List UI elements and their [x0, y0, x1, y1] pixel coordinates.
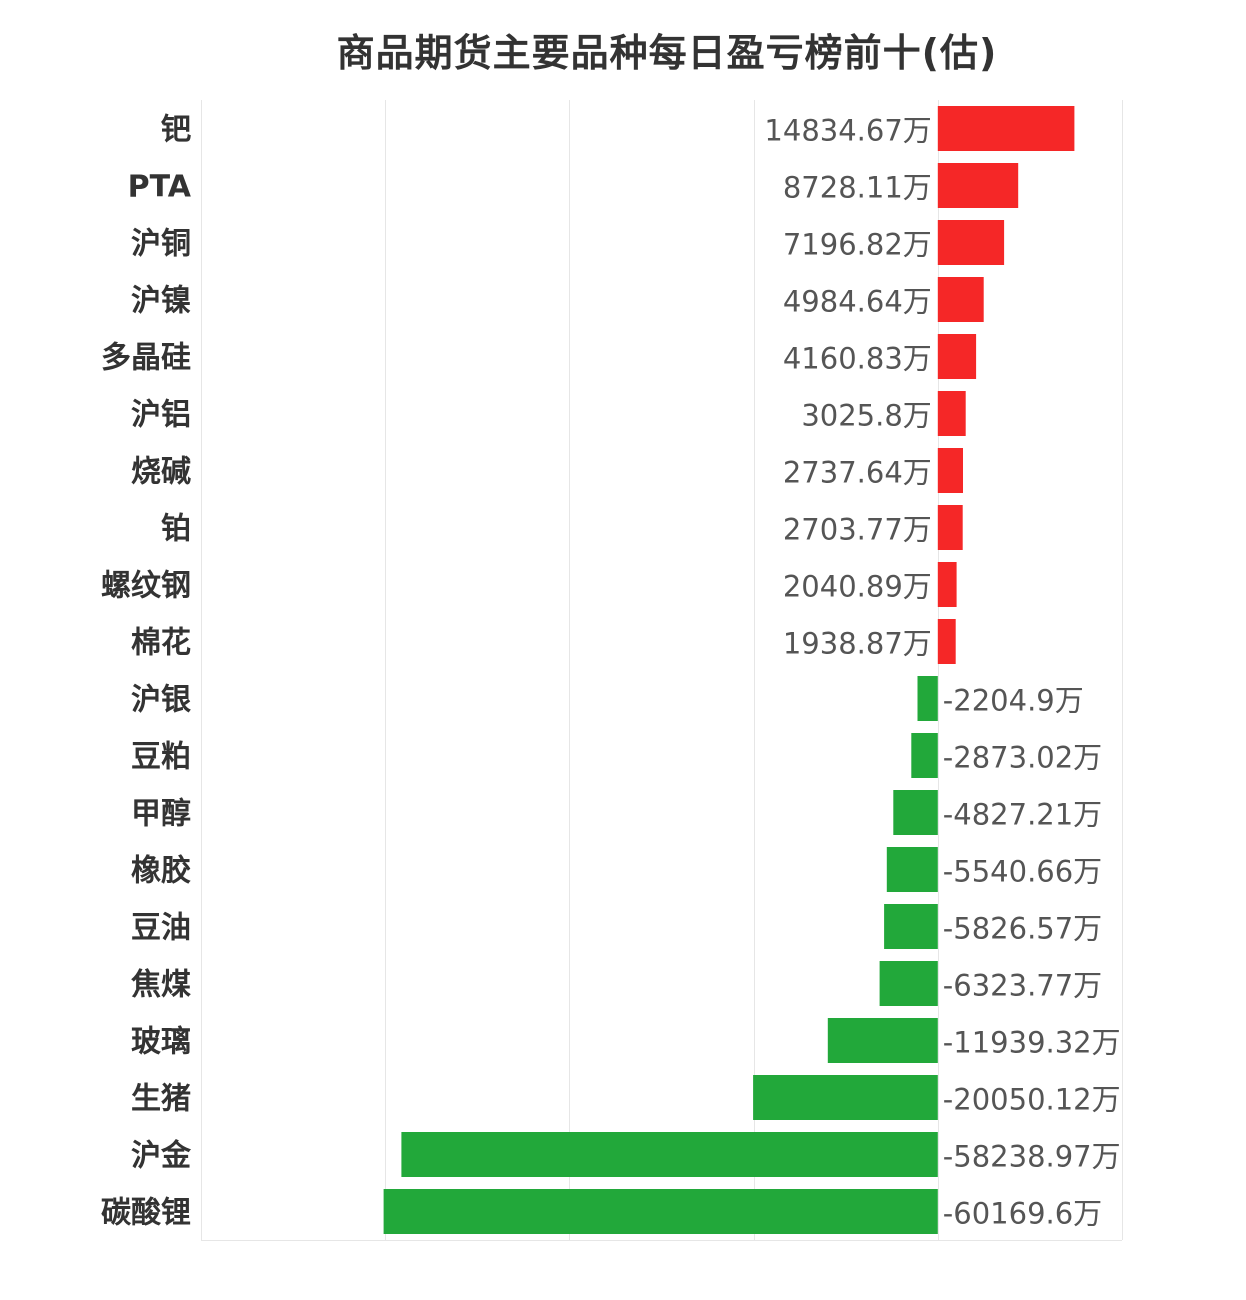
bar-17: [753, 1075, 938, 1120]
bar-16: [827, 1018, 938, 1063]
category-label: PTA: [128, 170, 192, 205]
bar-3: [937, 277, 984, 322]
value-label: 3025.8万: [801, 399, 931, 433]
category-label: 螺纹钢: [101, 569, 191, 604]
category-label: 沪镍: [131, 284, 191, 319]
category-label: 多晶硅: [101, 341, 191, 376]
category-label: 沪铜: [131, 227, 191, 262]
bar-11: [911, 733, 938, 778]
bar-10: [917, 676, 938, 721]
bar-1: [937, 163, 1019, 208]
chart-title: 商品期货主要品种每日盈亏榜前十(估): [336, 31, 998, 75]
category-label: 碳酸锂: [101, 1196, 191, 1231]
value-label: -2873.02万: [943, 741, 1102, 775]
value-label: 8728.11万: [783, 171, 932, 205]
value-label: 2737.64万: [783, 456, 932, 490]
value-label: 1938.87万: [783, 627, 932, 661]
category-label: 烧碱: [131, 455, 191, 490]
category-label: 钯: [161, 113, 191, 148]
category-label: 玻璃: [131, 1025, 191, 1060]
category-label: 生猪: [131, 1082, 191, 1117]
value-label: 4984.64万: [783, 285, 932, 319]
bar-19: [383, 1189, 938, 1234]
value-label: -11939.32万: [943, 1026, 1121, 1060]
bar-12: [893, 790, 938, 835]
value-label: 2703.77万: [783, 513, 932, 547]
category-label: 铂: [161, 512, 191, 547]
value-label: -2204.9万: [943, 684, 1084, 718]
value-label: 2040.89万: [783, 570, 932, 604]
value-label: -6323.77万: [943, 969, 1102, 1003]
bar-15: [879, 961, 938, 1006]
bar-13: [886, 847, 938, 892]
value-label: -58238.97万: [943, 1140, 1121, 1174]
bar-5: [937, 391, 966, 436]
category-label: 橡胶: [131, 854, 191, 889]
category-labels: 钯 PTA 沪铜沪镍多晶硅沪铝烧碱铂螺纹钢棉花沪银豆粕甲醇橡胶豆油焦煤玻璃生猪沪金碳…: [101, 113, 192, 1231]
bar-8: [937, 562, 957, 607]
value-label: -60169.6万: [943, 1197, 1102, 1231]
value-label: 14834.67万: [764, 114, 931, 148]
bar-2: [937, 220, 1005, 265]
category-label: 沪金: [131, 1139, 192, 1174]
category-label: 沪铝: [131, 398, 191, 433]
value-label: -4827.21万: [943, 798, 1102, 832]
category-label: 甲醇: [131, 797, 191, 832]
grid: [201, 100, 1123, 1241]
value-label: -20050.12万: [943, 1083, 1121, 1117]
value-label: 7196.82万: [783, 228, 932, 262]
bar-0: [937, 106, 1075, 151]
bar-9: [937, 619, 956, 664]
category-label: 沪银: [131, 683, 191, 718]
bar-4: [937, 334, 977, 379]
value-label: 4160.83万: [783, 342, 932, 376]
value-label: -5826.57万: [943, 912, 1102, 946]
bar-7: [937, 505, 963, 550]
category-label: 豆油: [131, 911, 191, 946]
bar-18: [401, 1132, 938, 1177]
category-label: 豆粕: [131, 740, 191, 775]
bars: [383, 106, 1075, 1234]
value-label: -5540.66万: [943, 855, 1102, 889]
value-labels: 14834.67万 8728.11万 7196.82万 4984.64万 4160.83…: [764, 114, 1120, 1231]
bar-14: [884, 904, 938, 949]
category-label: 棉花: [131, 626, 191, 661]
bar-6: [937, 448, 963, 493]
category-label: 焦煤: [131, 968, 191, 1003]
